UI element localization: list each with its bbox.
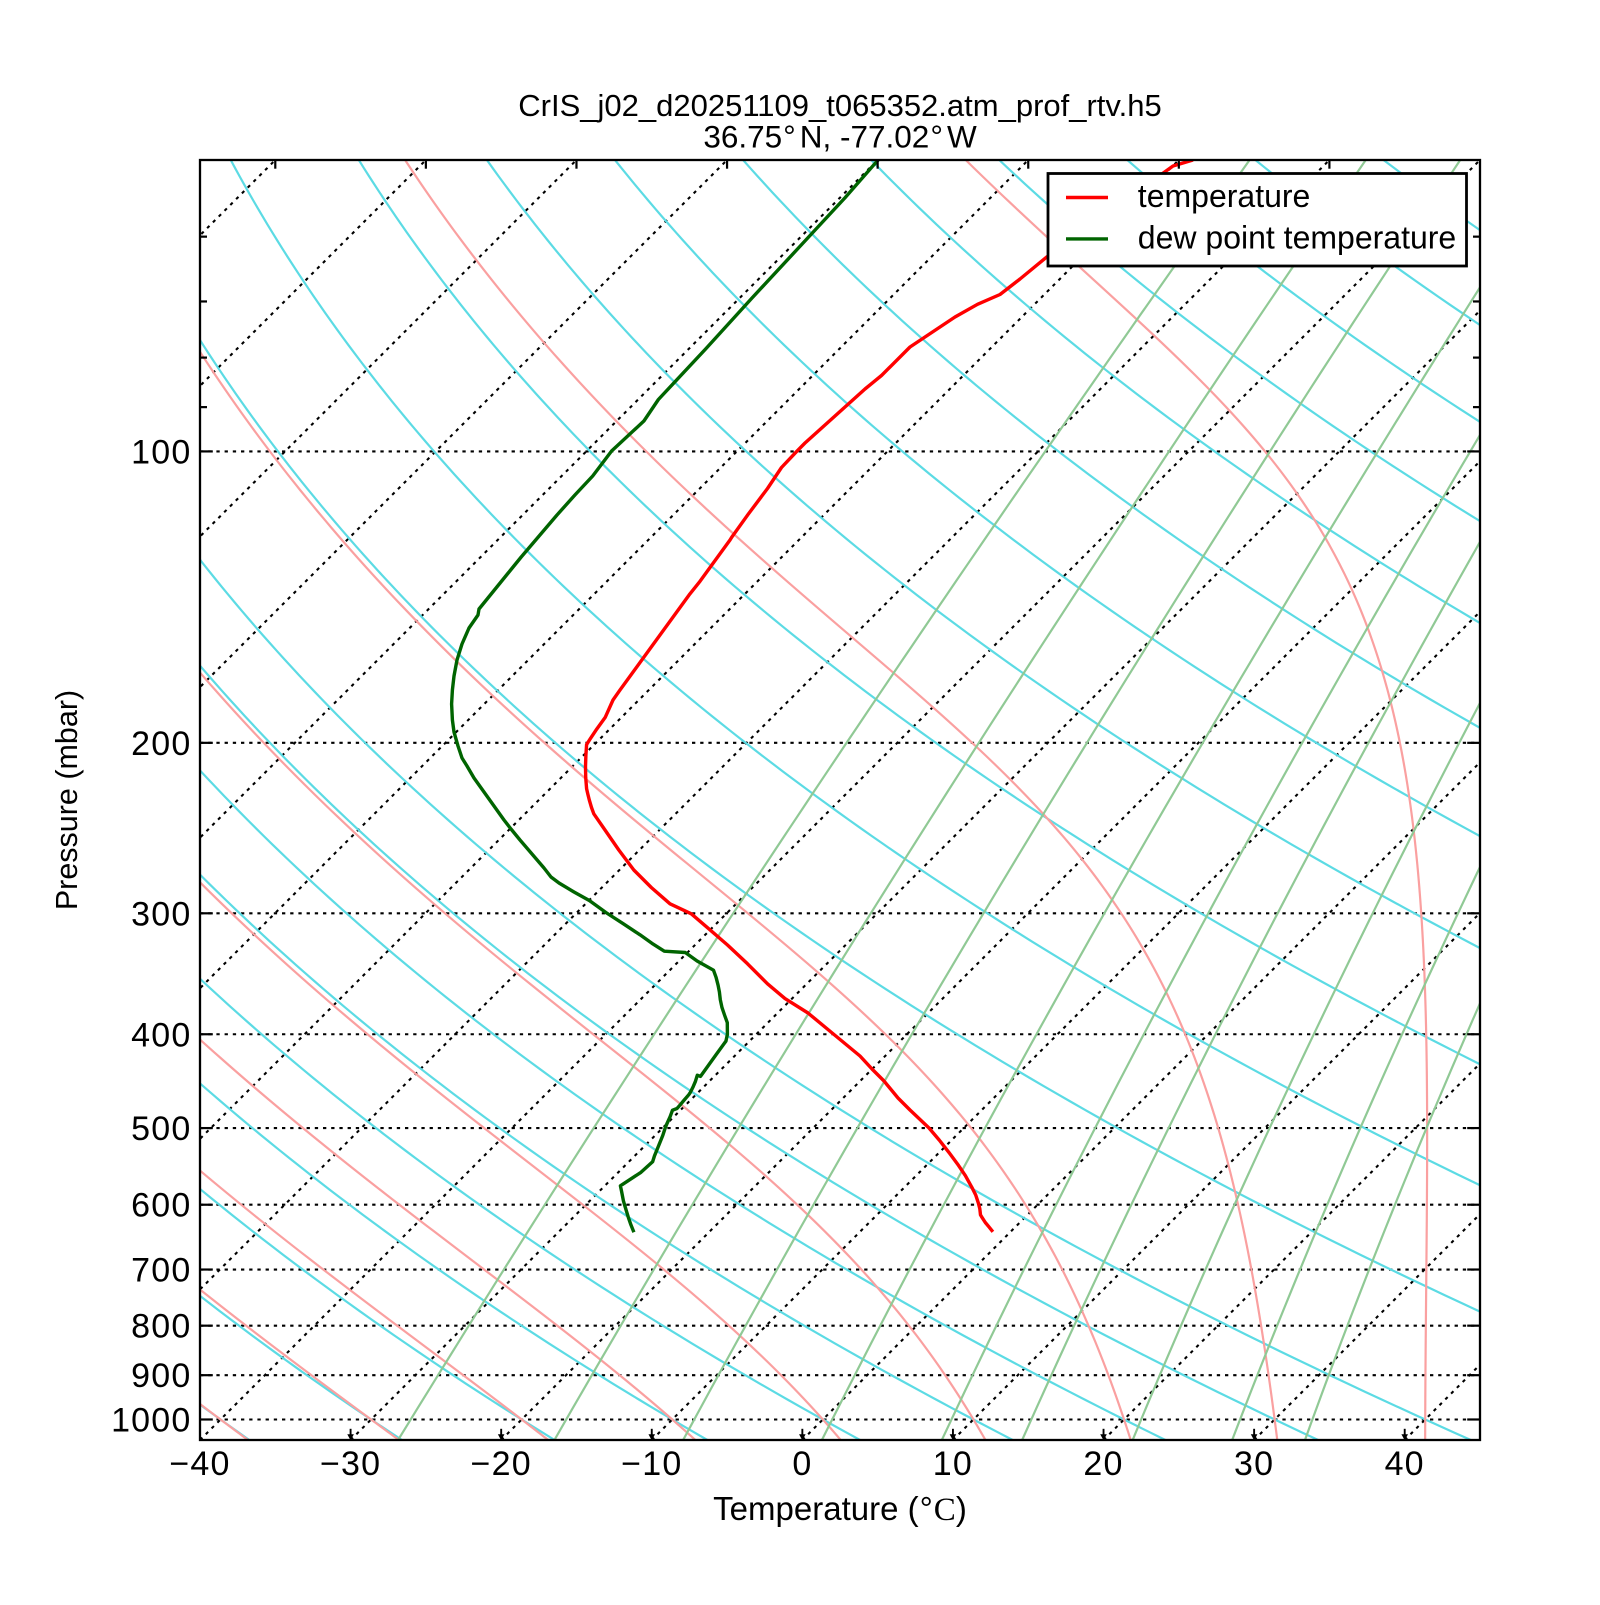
- svg-text:−30: −30: [320, 1445, 381, 1483]
- svg-text:temperature: temperature: [1138, 178, 1311, 214]
- svg-text:30: 30: [1234, 1445, 1274, 1483]
- svg-text:Pressure (mbar): Pressure (mbar): [50, 690, 84, 910]
- svg-text:800: 800: [131, 1308, 191, 1346]
- svg-text:dew point temperature: dew point temperature: [1138, 220, 1456, 256]
- svg-text:−40: −40: [169, 1445, 230, 1483]
- svg-text:700: 700: [131, 1252, 191, 1290]
- svg-text:CrIS_j02_d20251109_t065352.atm: CrIS_j02_d20251109_t065352.atm_prof_rtv.…: [518, 88, 1161, 123]
- svg-text:36.75°N, -77.02°W: 36.75° N, -77.02° W: [703, 119, 977, 155]
- svg-text:500: 500: [131, 1110, 191, 1148]
- svg-text:20: 20: [1083, 1445, 1123, 1483]
- svg-text:0: 0: [792, 1445, 812, 1483]
- svg-text:900: 900: [131, 1357, 191, 1395]
- svg-text:400: 400: [131, 1016, 191, 1054]
- svg-text:300: 300: [131, 895, 191, 933]
- svg-text:Temperature (°C): Temperature (°C): [713, 1490, 967, 1528]
- svg-text:100: 100: [131, 433, 191, 471]
- svg-text:−10: −10: [621, 1445, 682, 1483]
- svg-text:10: 10: [933, 1445, 973, 1483]
- svg-text:200: 200: [131, 725, 191, 763]
- svg-text:1000: 1000: [111, 1402, 191, 1440]
- svg-text:600: 600: [131, 1187, 191, 1225]
- svg-text:40: 40: [1385, 1445, 1425, 1483]
- svg-text:−20: −20: [471, 1445, 532, 1483]
